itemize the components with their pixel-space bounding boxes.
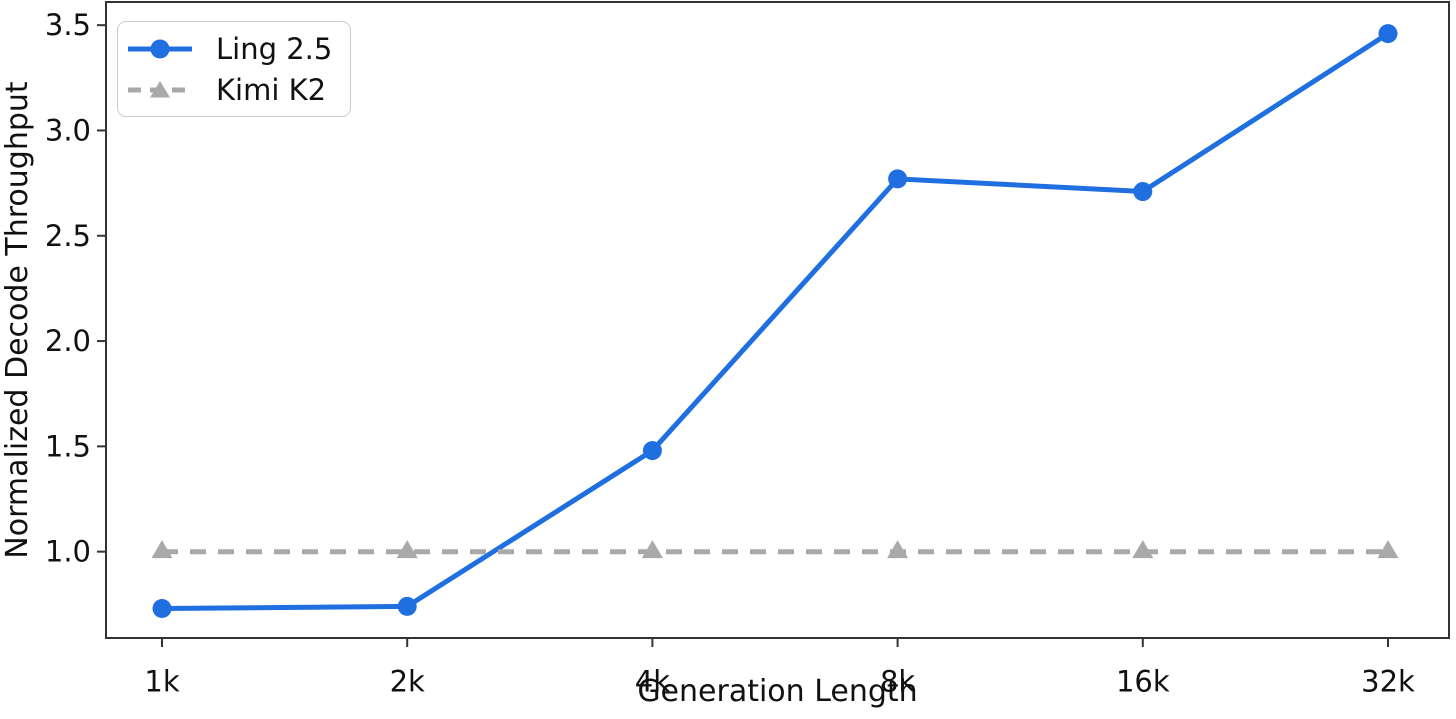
legend-label-kimi: Kimi K2 xyxy=(216,72,327,107)
data-point-ling-2-5-icon xyxy=(888,169,908,189)
data-point-kimi-k2-icon xyxy=(887,540,909,559)
x-axis-label: Generation Length xyxy=(637,674,918,709)
series-line-ling-2-5 xyxy=(161,31,1390,611)
data-point-ling-2-5-icon xyxy=(152,599,172,619)
x-tick-label: 1k xyxy=(144,665,179,699)
y-tick-label: 1.0 xyxy=(45,535,91,569)
legend-item-ling-2-5: Ling 2.5 xyxy=(126,30,350,68)
x-tick-label: 8k xyxy=(880,665,915,699)
legend-dashed-line-triangle-icon xyxy=(128,80,192,97)
data-point-ling-2-5-icon xyxy=(642,441,662,461)
y-tick-label: 2.5 xyxy=(45,219,91,253)
y-tick-label: 2.0 xyxy=(45,324,91,358)
y-tick-label: 3.0 xyxy=(45,113,91,147)
x-tick-label: 2k xyxy=(390,665,425,699)
y-axis-label: Normalized Decode Throughput xyxy=(0,81,35,559)
x-tick-label: 4k xyxy=(635,665,670,699)
plot-border xyxy=(105,1,1450,639)
data-point-ling-2-5-icon xyxy=(1133,182,1153,202)
data-point-kimi-k2-icon xyxy=(151,540,173,559)
data-point-kimi-k2-icon xyxy=(641,540,663,559)
data-point-ling-2-5-icon xyxy=(1378,24,1398,44)
data-point-kimi-k2-icon xyxy=(1132,540,1154,559)
legend-item-kimi-k2: Kimi K2 xyxy=(126,71,350,109)
y-tick-label: 1.5 xyxy=(45,429,91,463)
data-point-ling-2-5-icon xyxy=(397,596,417,616)
x-tick-label: 16k xyxy=(1116,665,1170,699)
x-tick-label: 32k xyxy=(1361,665,1415,699)
legend-solid-line-circle-icon xyxy=(128,39,192,58)
data-point-kimi-k2-icon xyxy=(396,540,418,559)
legend: Ling 2.5 Kimi K2 xyxy=(117,21,351,117)
legend-label-ling: Ling 2.5 xyxy=(216,31,333,66)
data-point-kimi-k2-icon xyxy=(1377,540,1399,559)
y-tick-label: 3.5 xyxy=(45,8,91,42)
